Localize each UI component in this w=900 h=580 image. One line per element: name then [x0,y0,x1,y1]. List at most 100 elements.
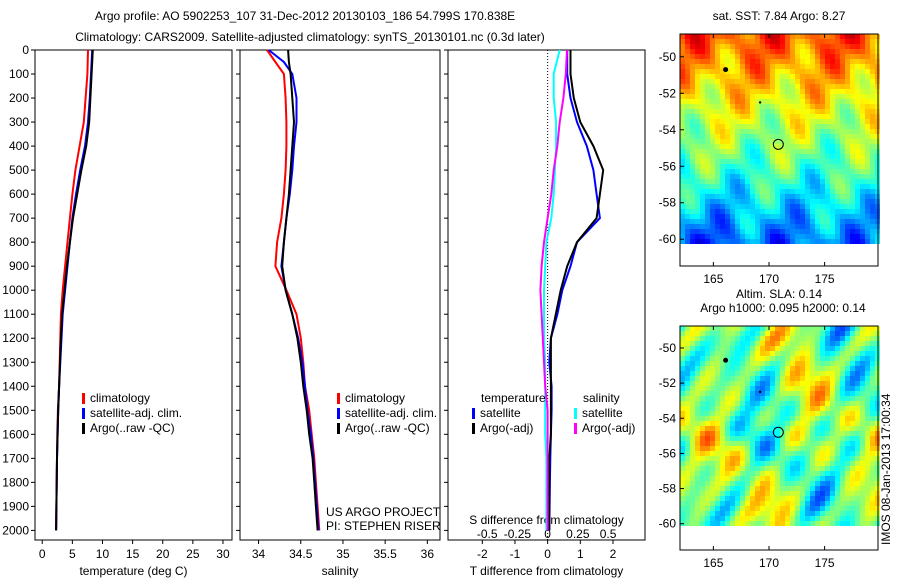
map-cell [705,84,710,89]
map-cell [815,406,820,411]
map-cell [730,386,735,391]
map-cell [790,396,795,401]
map-cell [845,89,850,94]
map-cell [785,224,790,229]
map-cell [870,406,875,411]
map-cell [795,74,800,79]
map-cell [795,149,800,154]
map-cell [680,326,685,331]
map-cell [810,239,815,244]
legend-label: Argo(-adj) [480,421,533,435]
map-cell [850,174,855,179]
map-cell [860,481,865,486]
map-cell [830,174,835,179]
map-cell [720,54,725,59]
map-cell [690,381,695,386]
map-cell [805,194,810,199]
map-cell [715,371,720,376]
map-cell [765,164,770,169]
map-cell [755,371,760,376]
map-cell [785,331,790,336]
map-x-tick-label: 170 [759,272,779,286]
map-cell [760,134,765,139]
map-cell [745,234,750,239]
map-cell [755,89,760,94]
map-cell [710,134,715,139]
map-cell [805,124,810,129]
map-cell [840,99,845,104]
map-cell [850,506,855,511]
map-cell [810,64,815,69]
map-cell [830,74,835,79]
map-cell [800,481,805,486]
map-cell [770,99,775,104]
map-cell [810,59,815,64]
map-cell [790,451,795,456]
map-cell [865,144,870,149]
map-cell [785,346,790,351]
map-cell [830,164,835,169]
map-cell [720,39,725,44]
map-cell [725,481,730,486]
map-cell [840,471,845,476]
map-cell [865,341,870,346]
map-cell [750,446,755,451]
map-cell [795,436,800,441]
map-cell [775,159,780,164]
map-cell [870,361,875,366]
map-cell [755,224,760,229]
map-cell [825,471,830,476]
map-cell [740,401,745,406]
map-cell [860,119,865,124]
map-cell [835,44,840,49]
map-cell [855,144,860,149]
y-tick-label: 1100 [3,307,29,321]
map-cell [825,361,830,366]
map-cell [800,179,805,184]
map-cell [730,114,735,119]
map-cell [855,446,860,451]
map-cell [780,391,785,396]
map-cell [815,214,820,219]
map-cell [825,189,830,194]
map-cell [830,416,835,421]
map-cell [865,49,870,54]
map-cell [795,381,800,386]
map-cell [815,199,820,204]
map-cell [780,351,785,356]
map-cell [695,229,700,234]
map-cell [790,204,795,209]
map-cell [690,189,695,194]
map-cell [830,516,835,521]
map-cell [860,219,865,224]
map-cell [745,516,750,521]
map-cell [825,416,830,421]
map-cell [680,159,685,164]
map-cell [685,386,690,391]
map-cell [685,446,690,451]
map-cell [840,351,845,356]
map-cell [745,446,750,451]
map-cell [800,59,805,64]
map-cell [780,471,785,476]
map-cell [855,361,860,366]
map-cell [720,421,725,426]
map-cell [870,466,875,471]
map-cell [845,331,850,336]
map-frame [679,325,879,551]
map-cell [835,149,840,154]
map-cell [685,44,690,49]
map-cell [755,239,760,244]
map-cell [810,341,815,346]
map-cell [800,139,805,144]
map-cell [765,391,770,396]
legend-label: satellite-adj. clim. [345,406,437,420]
map-cell [780,491,785,496]
map-cell [680,34,685,39]
map-cell [710,396,715,401]
map-cell [695,94,700,99]
map-cell [815,466,820,471]
map-cell [700,224,705,229]
map-cell [830,99,835,104]
legend-swatch [337,423,340,434]
